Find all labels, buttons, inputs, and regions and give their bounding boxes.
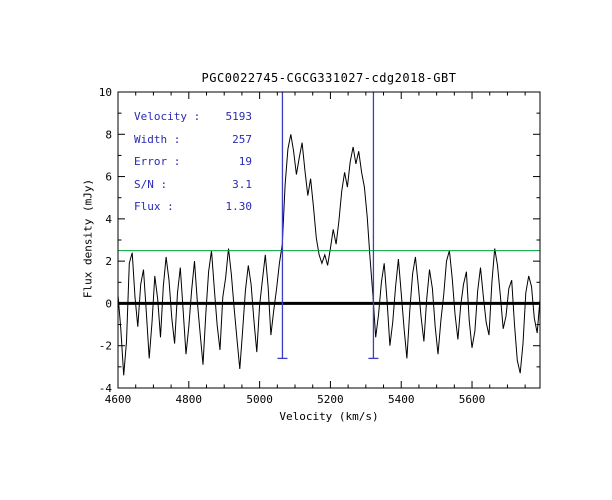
y-tick-label: 8 <box>105 128 112 141</box>
velocity-label: Velocity : <box>134 110 201 123</box>
annotation-row-velocity: Velocity : 5193 <box>134 106 252 129</box>
y-tick-label: 2 <box>105 255 112 268</box>
flux-value: 1.30 <box>225 200 253 213</box>
error-label: Error : <box>134 155 181 168</box>
annotation-row-flux: Flux : 1.30 <box>134 196 252 219</box>
spectrum-trace <box>118 134 540 376</box>
y-tick-label: 0 <box>105 297 112 310</box>
annotation-row-sn: S/N : 3.1 <box>134 174 252 197</box>
x-tick-label: 4600 <box>105 393 132 406</box>
plot-title: PGC0022745-CGCG331027-cdg2018-GBT <box>201 71 457 85</box>
error-value: 19 <box>238 155 252 168</box>
y-tick-label: -2 <box>99 340 112 353</box>
x-tick-label: 5400 <box>388 393 415 406</box>
x-tick-label: 5000 <box>246 393 273 406</box>
y-tick-label: 4 <box>105 213 112 226</box>
y-tick-label: 6 <box>105 171 112 184</box>
y-tick-label: 10 <box>99 86 112 99</box>
y-axis-label: Flux density (mJy) <box>81 178 95 299</box>
annotation-row-width: Width : 257 <box>134 129 252 152</box>
x-tick-label: 4800 <box>176 393 203 406</box>
width-label: Width : <box>134 132 181 146</box>
sn-value: 3.1 <box>232 177 252 191</box>
measurement-annotation: Velocity : 5193 Width : 257 Error : 19 S… <box>134 106 252 219</box>
x-tick-label: 5600 <box>459 393 486 406</box>
velocity-value: 5193 <box>225 110 253 123</box>
x-axis-label: Velocity (km/s) <box>279 410 379 423</box>
annotation-row-error: Error : 19 <box>134 151 252 174</box>
width-value: 257 <box>232 132 252 146</box>
sn-label: S/N : <box>134 177 168 191</box>
flux-label: Flux : <box>134 200 174 213</box>
y-tick-label: -4 <box>99 382 113 395</box>
x-tick-label: 5200 <box>317 393 344 406</box>
